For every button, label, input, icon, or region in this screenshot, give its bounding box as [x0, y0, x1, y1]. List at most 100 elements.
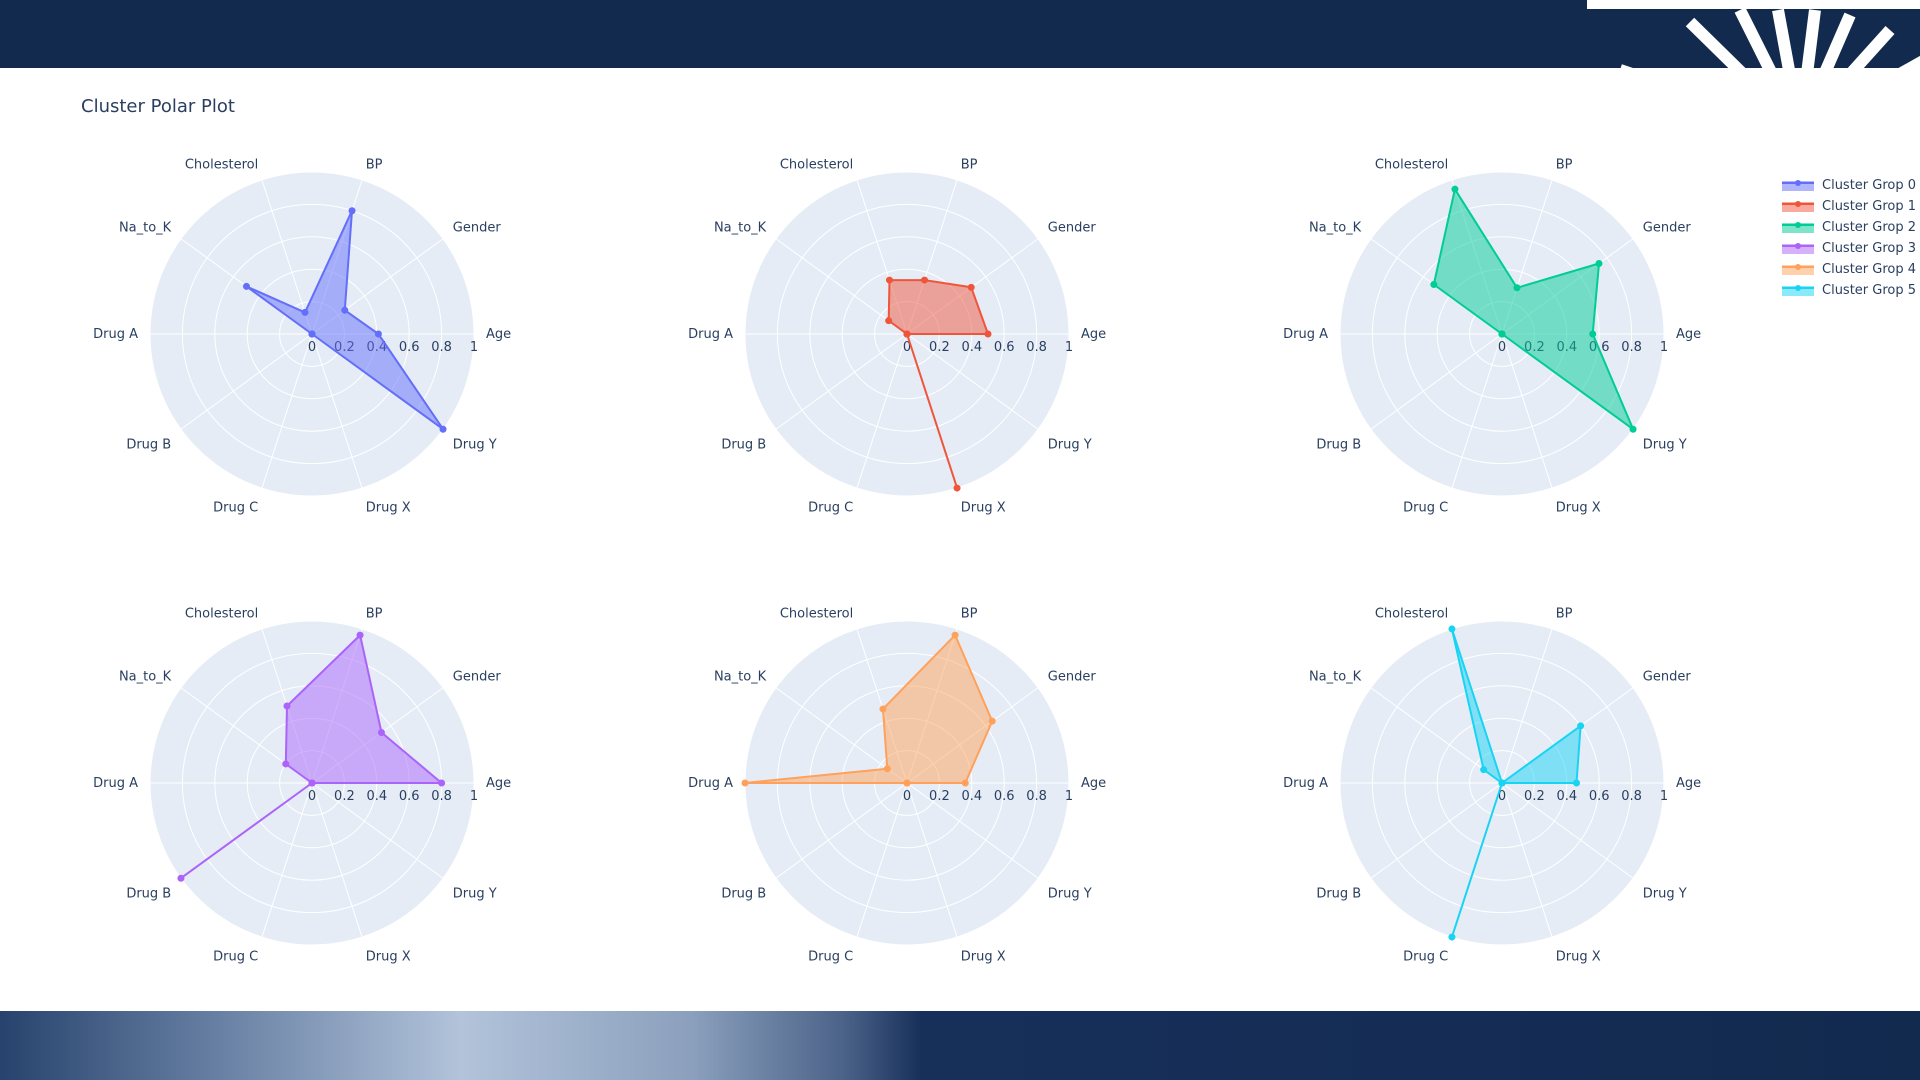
legend-label: Cluster Grop 5 [1822, 283, 1917, 298]
angular-axis-label: BP [1556, 158, 1573, 173]
angular-axis-label: Age [486, 776, 511, 791]
polar-subplot-2: 00.20.40.60.81AgeGenderBPCholesterolNa_t… [1283, 158, 1701, 516]
radial-tick-label: 0.8 [431, 340, 452, 355]
data-point [1513, 284, 1521, 292]
legend-label: Cluster Grop 2 [1822, 220, 1917, 235]
angular-axis-label: Drug C [213, 949, 258, 964]
data-point [1577, 722, 1585, 730]
angular-axis-label: Na_to_K [119, 221, 172, 236]
angular-axis-label: Cholesterol [185, 607, 258, 622]
angular-axis-label: Drug X [1556, 500, 1601, 515]
data-point [348, 207, 356, 215]
angular-axis-label: Drug B [1316, 886, 1361, 901]
data-point [885, 317, 893, 325]
legend-swatch [1782, 200, 1814, 212]
angular-axis-label: Drug Y [1048, 437, 1092, 452]
angular-gridline-8 [311, 333, 363, 489]
angular-axis-label: Cholesterol [780, 607, 853, 622]
angular-axis-label: Na_to_K [714, 221, 767, 236]
angular-axis-label: Drug C [808, 949, 853, 964]
angular-axis-label: Drug C [213, 500, 258, 515]
angular-gridline-9 [906, 333, 1039, 430]
radial-tick-label: 0.4 [961, 789, 982, 804]
radial-tick-label: 0 [308, 340, 316, 355]
data-point [921, 276, 929, 284]
angular-gridline-6 [775, 782, 908, 879]
data-point [308, 779, 316, 787]
data-point [1480, 766, 1488, 774]
radial-tick-label: 0.4 [366, 789, 387, 804]
data-point [741, 779, 749, 787]
angular-gridline-4 [1370, 687, 1503, 784]
angular-axis-label: Gender [1048, 221, 1097, 236]
angular-axis-label: Drug Y [453, 886, 497, 901]
legend-item[interactable]: Cluster Grop 3 [1782, 238, 1916, 259]
angular-axis-label: Drug B [721, 437, 766, 452]
angular-axis-label: BP [366, 158, 383, 173]
data-point [883, 765, 891, 773]
polar-subplot-0: 00.20.40.60.81AgeGenderBPCholesterolNa_t… [93, 158, 511, 516]
data-point [1595, 260, 1603, 268]
data-point [885, 276, 893, 284]
legend-item[interactable]: Cluster Grop 5 [1782, 280, 1916, 301]
angular-axis-label: Drug B [126, 437, 171, 452]
radial-tick-label: 0.6 [399, 789, 420, 804]
legend-swatch [1782, 242, 1814, 254]
radial-tick-label: 0.6 [994, 789, 1015, 804]
data-point [903, 779, 911, 787]
data-point [341, 306, 349, 314]
data-point [1589, 330, 1597, 338]
angular-axis-label: Drug X [366, 949, 411, 964]
data-point [301, 308, 309, 316]
angular-gridline-6 [775, 333, 908, 430]
angular-axis-label: Cholesterol [1375, 607, 1448, 622]
series-area [1432, 188, 1635, 431]
radial-tick-label: 0.8 [1621, 789, 1642, 804]
legend-item[interactable]: Cluster Grop 4 [1782, 259, 1916, 280]
radial-tick-label: 1 [470, 340, 478, 355]
polar-subplot-1: 0 0.2 0.4 0.6 0.8 1 Age Gender BP Cholesterol Na_t… [688, 158, 1106, 516]
angular-axis-label: Na_to_K [1309, 221, 1362, 236]
legend-label: Cluster Grop 4 [1822, 262, 1917, 277]
angular-gridline-7 [1451, 333, 1503, 489]
radial-tick-label: 0 [1498, 789, 1506, 804]
legend-swatch [1782, 179, 1814, 191]
data-point [283, 702, 291, 710]
angular-axis-label: Na_to_K [714, 670, 767, 685]
data-point [177, 874, 185, 882]
angular-gridline-9 [311, 782, 444, 879]
angular-axis-label: Drug Y [1643, 437, 1687, 452]
angular-axis-label: Gender [453, 670, 502, 685]
data-point [879, 705, 887, 713]
radial-tick-label: 0.8 [1026, 340, 1047, 355]
series-area [744, 634, 994, 784]
data-point [308, 330, 316, 338]
angular-axis-label: Drug A [1283, 776, 1328, 791]
angular-axis-label: Age [1676, 327, 1701, 342]
data-point [1451, 185, 1459, 193]
angular-axis-label: Drug A [93, 776, 138, 791]
angular-axis-label: Cholesterol [1375, 158, 1448, 173]
angular-axis-label: Drug B [1316, 437, 1361, 452]
angular-axis-label: Cholesterol [780, 158, 853, 173]
radial-tick-label: 0 [903, 340, 911, 355]
legend-item[interactable]: Cluster Grop 0 [1782, 175, 1916, 196]
data-point [374, 330, 382, 338]
angular-axis-label: Drug C [1403, 949, 1448, 964]
radial-tick-label: 0.2 [929, 340, 950, 355]
angular-axis-label: Drug Y [1048, 886, 1092, 901]
angular-axis-label: Drug A [93, 327, 138, 342]
angular-gridline-6 [180, 333, 313, 430]
radial-tick-label: 0 [903, 789, 911, 804]
data-point [1573, 779, 1581, 787]
legend-label: Cluster Grop 1 [1822, 199, 1917, 214]
angular-axis-label: Drug A [1283, 327, 1328, 342]
data-point [984, 330, 992, 338]
bottom-banner [0, 1011, 1920, 1080]
legend-label: Cluster Grop 0 [1822, 178, 1917, 193]
angular-axis-label: Drug C [808, 500, 853, 515]
angular-axis-label: Drug C [1403, 500, 1448, 515]
legend-item[interactable]: Cluster Grop 2 [1782, 217, 1916, 238]
angular-axis-label: Age [1676, 776, 1701, 791]
legend-item[interactable]: Cluster Grop 1 [1782, 196, 1916, 217]
